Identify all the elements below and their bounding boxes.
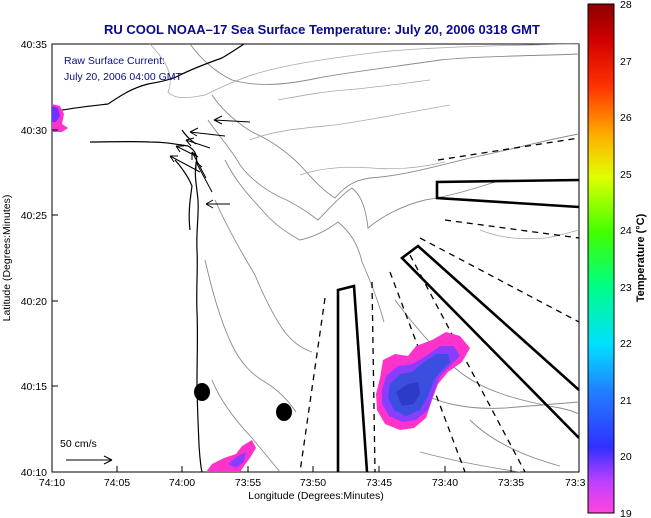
bathymetry-contour [211,94,579,199]
scale-arrow [66,455,113,465]
colorbar-tick-label: 27 [620,56,632,68]
bathymetry-contour [204,259,297,413]
colorbar-tick-label: 28 [620,0,632,11]
map-content [52,44,579,472]
sst-patch [228,452,246,468]
colorbar-tick-label: 23 [620,282,632,294]
current-vectors [169,115,251,209]
x-tick-label: 73:3 [565,477,586,489]
scale-label: 50 cm/s [60,438,97,450]
bathymetry-contour [189,44,579,85]
buoy-marker [276,403,292,421]
map-title: RU COOL NOAA–17 Sea Surface Temperature:… [104,22,540,37]
coastline [174,159,193,231]
coastline [52,44,245,113]
bathymetry-contour [394,299,579,415]
bathymetry-contour [277,79,431,101]
y-tick-label: 40:15 [21,381,47,393]
bathymetry-contour [419,391,579,409]
x-axis-label: Longitude (Degrees:Minutes) [248,490,383,502]
colorbar-ticks: 28 27 26 25 24 23 22 21 20 19 [620,0,632,518]
current-label-title: Raw Surface Current: [64,55,165,67]
bathymetry-contour [207,119,496,229]
sst-patch [52,106,60,122]
x-tick-label: 74:00 [169,477,195,489]
colorbar-tick-label: 20 [620,451,632,463]
colorbar-tick-label: 19 [620,508,632,518]
y-axis-label: Latitude (Degrees:Minutes) [1,195,13,322]
sst-patch [206,440,256,472]
bathymetry-contour [149,44,579,99]
map-frame [51,43,580,473]
colorbar-tick-label: 26 [620,112,632,124]
bathymetry-contour [299,161,446,176]
colorbar-label: Temperature (°C) [635,213,647,302]
colorbar-tick-label: 25 [620,169,632,181]
survey-line [389,271,466,472]
bathymetry-contour [211,379,281,472]
x-tick-label: 74:10 [39,477,65,489]
survey-line [371,281,376,472]
survey-line [437,137,579,161]
y-tick-label: 40:20 [21,296,47,308]
bathymetry-contour [224,159,385,323]
x-axis: 74:10 74:05 74:00 73:55 73:50 73:45 73:4… [39,466,586,489]
bathymetry-contour [249,104,451,141]
survey-line [419,237,579,323]
y-tick-label: 40:25 [21,210,47,222]
colorbar-tick-label: 22 [620,338,632,350]
colorbar [587,3,615,514]
x-tick-label: 73:50 [300,477,326,489]
current-label-date: July 20, 2006 04:00 GMT [64,71,182,83]
y-tick-label: 40:30 [21,125,47,137]
sst-patch [396,382,420,406]
x-tick-label: 73:55 [235,477,261,489]
survey-line [409,254,526,472]
transect-box [400,244,579,439]
colorbar-tick-label: 24 [620,225,632,237]
survey-line [299,297,326,472]
y-tick-label: 40:10 [21,467,47,479]
buoy-marker [194,383,210,401]
transect-box [435,178,579,209]
coastline [89,140,203,472]
x-tick-label: 74:05 [104,477,130,489]
bathymetry-contour [214,199,313,353]
bathymetry-contour [419,451,521,472]
y-axis: 40:35 40:30 40:25 40:20 40:15 40:10 [21,39,58,479]
survey-line [444,219,579,239]
bathymetry-contour [469,419,561,467]
x-tick-label: 73:40 [432,477,458,489]
transect-box [336,284,369,472]
bathymetry-contour [479,229,579,240]
x-tick-label: 73:35 [498,477,524,489]
y-tick-label: 40:35 [21,39,47,51]
colorbar-tick-label: 21 [620,395,632,407]
x-tick-label: 73:45 [366,477,392,489]
